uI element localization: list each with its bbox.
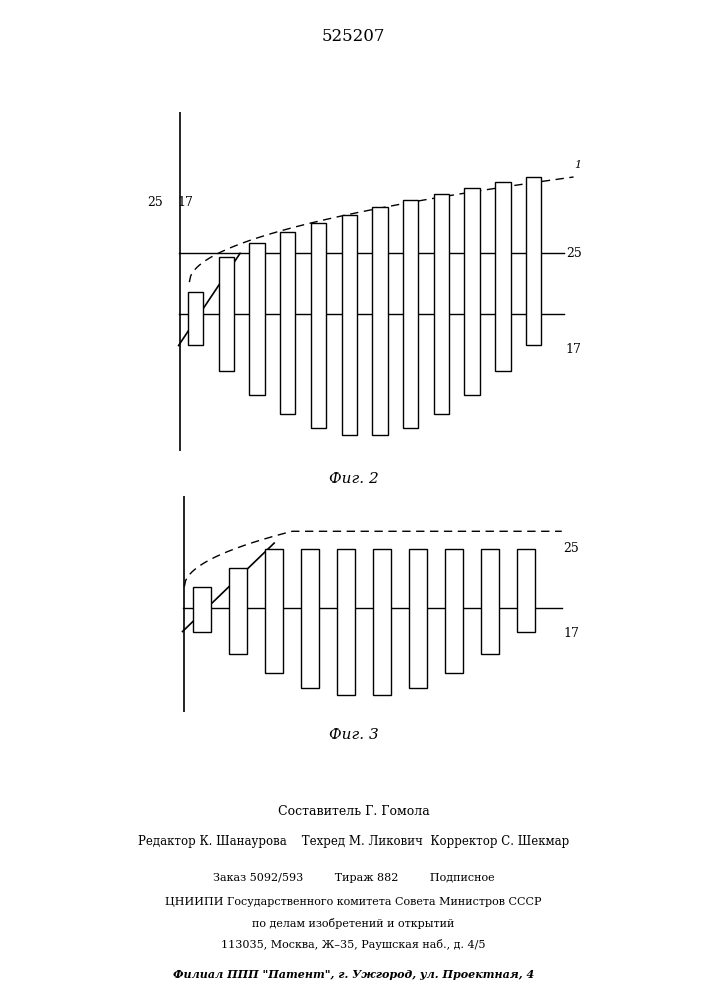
Bar	[265, 549, 284, 673]
Bar	[250, 243, 264, 395]
Text: 525207: 525207	[322, 28, 385, 45]
Text: 17: 17	[177, 196, 193, 209]
Bar	[373, 207, 387, 435]
Bar	[481, 549, 499, 654]
Bar	[188, 292, 203, 345]
Text: 25: 25	[563, 542, 579, 555]
Bar	[301, 549, 319, 688]
Text: Составитель Г. Гомола: Составитель Г. Гомола	[278, 805, 429, 818]
Text: 17: 17	[566, 343, 582, 356]
Text: 25: 25	[148, 196, 163, 209]
Bar	[464, 188, 480, 395]
Bar	[495, 182, 510, 371]
Bar	[403, 200, 419, 428]
Text: Фиг. 3: Фиг. 3	[329, 728, 378, 742]
Text: Филиал ППП "Патент", г. Ужгород, ул. Проектная, 4: Филиал ППП "Патент", г. Ужгород, ул. Про…	[173, 969, 534, 980]
Text: Заказ 5092/593         Тираж 882         Подписное: Заказ 5092/593 Тираж 882 Подписное	[213, 873, 494, 883]
Bar	[341, 215, 357, 435]
Bar	[218, 257, 234, 371]
Text: ЦНИИПИ Государственного комитета Совета Министров СССР: ЦНИИПИ Государственного комитета Совета …	[165, 897, 542, 907]
Bar	[409, 549, 427, 688]
Bar	[445, 549, 463, 673]
Text: 113035, Москва, Ж–35, Раушская наб., д. 4/5: 113035, Москва, Ж–35, Раушская наб., д. …	[221, 939, 486, 950]
Bar	[373, 549, 391, 695]
Text: по делам изобретений и открытий: по делам изобретений и открытий	[252, 918, 455, 929]
Text: 1: 1	[574, 160, 581, 170]
Text: 17: 17	[563, 627, 580, 640]
Bar	[526, 177, 542, 345]
Bar	[337, 549, 355, 695]
Bar	[193, 587, 211, 632]
Bar	[229, 568, 247, 654]
Bar	[311, 223, 326, 428]
Bar	[280, 232, 296, 414]
Text: 25: 25	[566, 247, 582, 260]
Text: Фиг. 2: Фиг. 2	[329, 472, 378, 486]
Bar	[517, 549, 534, 632]
Text: Редактор К. Шанаурова    Техред М. Ликович  Корректор С. Шекмар: Редактор К. Шанаурова Техред М. Ликович …	[138, 835, 569, 848]
Bar	[433, 194, 449, 414]
